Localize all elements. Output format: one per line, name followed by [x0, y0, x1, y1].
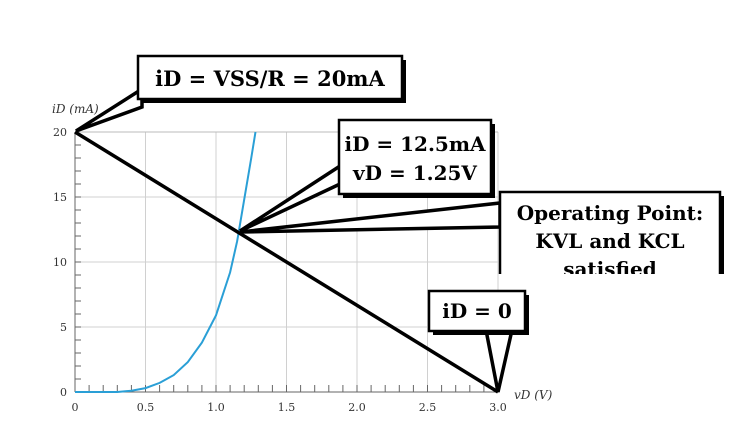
x-tick-label: 3.0: [489, 401, 507, 414]
x-axis-label: vD (V): [514, 388, 553, 402]
x-tick-label: 2.0: [348, 401, 366, 414]
callout-operating: iD = 12.5mA vD = 1.25V: [239, 118, 495, 233]
callout-intercept: iD = VSS/R = 20mA: [75, 54, 406, 133]
y-tick-label: 15: [53, 191, 67, 204]
callout-operating-text-2: vD = 1.25V: [352, 161, 477, 185]
y-tick-label: 20: [53, 126, 67, 139]
callout-zero: iD = 0: [427, 289, 529, 393]
callout-kvl-text-3: satisfied: [563, 257, 657, 281]
y-tick-label: 5: [60, 321, 67, 334]
callout-zero-pointer: [483, 328, 515, 393]
callout-intercept-text: iD = VSS/R = 20mA: [155, 66, 385, 91]
load-line: [74, 130, 499, 394]
y-tick-label: 0: [60, 386, 67, 399]
diode-curve-line: [75, 131, 257, 393]
y-tick-labels: 0 5 10 15 20: [53, 126, 67, 399]
callout-kvl-text-1: Operating Point:: [517, 201, 704, 225]
y-axis-label: iD (mA): [52, 102, 99, 116]
callout-kvl-box: [498, 190, 722, 274]
callout-zero-text: iD = 0: [442, 299, 512, 323]
x-tick-labels: 0 0.5 1.0 1.5 2.0 2.5 3.0: [72, 401, 507, 414]
x-tick-label: 0: [72, 401, 79, 414]
callout-zero-box: [427, 289, 527, 333]
callout-operating-box: [337, 118, 493, 196]
callout-kvl-clip: Operating Point: KVL and KCL satisfied: [498, 190, 724, 281]
x-tick-label: 2.5: [419, 401, 437, 414]
callout-intercept-box: [136, 54, 404, 101]
x-tick-label: 1.0: [207, 401, 225, 414]
callout-kvl: Operating Point: KVL and KCL satisfied: [239, 190, 724, 281]
y-tick-label: 10: [53, 256, 67, 269]
callout-operating-text-1: iD = 12.5mA: [344, 132, 485, 156]
x-tick-label: 1.5: [278, 401, 296, 414]
x-tick-label: 0.5: [137, 401, 155, 414]
callout-kvl-text-2: KVL and KCL: [535, 229, 684, 253]
minor-ticks: [74, 131, 499, 393]
